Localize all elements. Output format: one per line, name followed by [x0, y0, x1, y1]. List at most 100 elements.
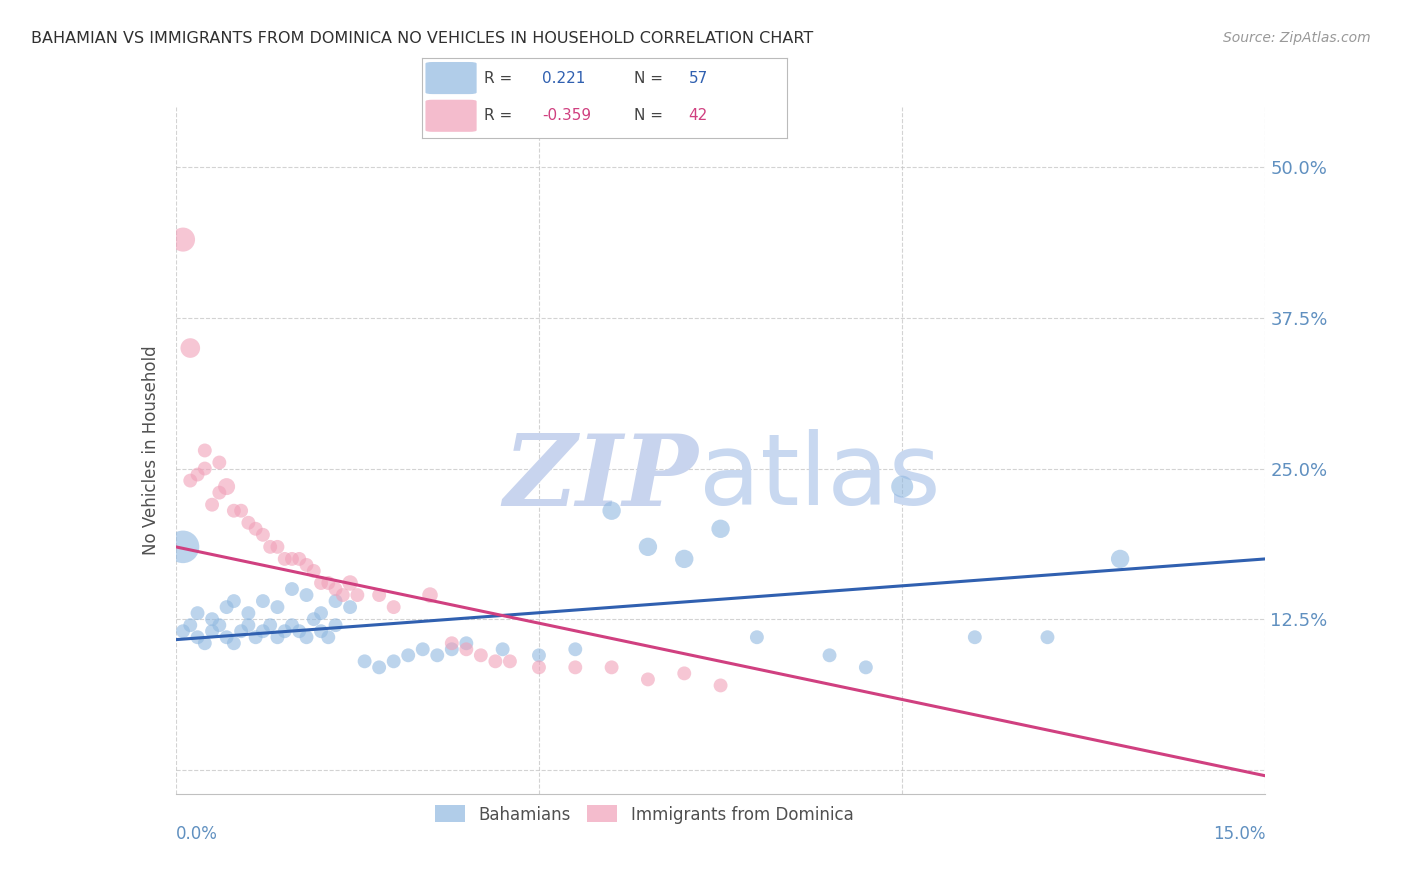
- Point: [194, 461, 217, 475]
- Point: [564, 642, 586, 657]
- Point: [281, 552, 304, 566]
- Point: [238, 516, 260, 530]
- Point: [309, 606, 332, 620]
- Point: [368, 660, 391, 674]
- Point: [325, 618, 347, 632]
- Point: [208, 456, 231, 470]
- Text: R =: R =: [484, 108, 517, 123]
- Point: [179, 618, 201, 632]
- Point: [346, 588, 368, 602]
- Text: BAHAMIAN VS IMMIGRANTS FROM DOMINICA NO VEHICLES IN HOUSEHOLD CORRELATION CHART: BAHAMIAN VS IMMIGRANTS FROM DOMINICA NO …: [31, 31, 813, 46]
- Point: [309, 624, 332, 639]
- Point: [186, 467, 209, 482]
- Point: [231, 624, 253, 639]
- Point: [302, 564, 325, 578]
- Text: 57: 57: [689, 70, 707, 86]
- Point: [353, 654, 375, 668]
- Point: [222, 504, 245, 518]
- FancyBboxPatch shape: [426, 62, 477, 95]
- Point: [963, 630, 986, 644]
- Point: [245, 522, 267, 536]
- Point: [179, 474, 201, 488]
- Point: [382, 600, 405, 615]
- Point: [215, 630, 238, 644]
- Point: [818, 648, 841, 663]
- Point: [302, 612, 325, 626]
- Point: [527, 660, 550, 674]
- Point: [245, 630, 267, 644]
- Point: [274, 552, 297, 566]
- Point: [215, 600, 238, 615]
- Point: [201, 612, 224, 626]
- Point: [339, 600, 361, 615]
- Point: [295, 588, 318, 602]
- Text: 42: 42: [689, 108, 707, 123]
- Point: [637, 540, 659, 554]
- Point: [201, 498, 224, 512]
- Point: [172, 624, 194, 639]
- Point: [745, 630, 768, 644]
- Point: [419, 588, 441, 602]
- Point: [325, 582, 347, 596]
- Text: R =: R =: [484, 70, 517, 86]
- Text: 15.0%: 15.0%: [1213, 825, 1265, 843]
- Point: [396, 648, 419, 663]
- Point: [564, 660, 586, 674]
- Point: [194, 443, 217, 458]
- Point: [1036, 630, 1059, 644]
- Point: [259, 618, 281, 632]
- Point: [855, 660, 877, 674]
- Point: [295, 630, 318, 644]
- Point: [637, 673, 659, 687]
- Legend: Bahamians, Immigrants from Dominica: Bahamians, Immigrants from Dominica: [429, 798, 860, 830]
- Point: [288, 624, 311, 639]
- Point: [891, 480, 914, 494]
- Point: [1109, 552, 1132, 566]
- Point: [309, 576, 332, 591]
- Point: [527, 648, 550, 663]
- Text: N =: N =: [634, 108, 668, 123]
- Point: [266, 540, 288, 554]
- Point: [266, 600, 288, 615]
- Point: [238, 606, 260, 620]
- Point: [492, 642, 515, 657]
- Point: [186, 630, 209, 644]
- Point: [470, 648, 492, 663]
- Point: [456, 636, 478, 650]
- Point: [325, 594, 347, 608]
- Point: [215, 480, 238, 494]
- Point: [186, 606, 209, 620]
- Point: [339, 576, 361, 591]
- Text: ZIP: ZIP: [503, 430, 699, 526]
- Point: [208, 485, 231, 500]
- Point: [274, 624, 297, 639]
- Point: [426, 648, 449, 663]
- Point: [172, 540, 194, 554]
- Point: [172, 233, 194, 247]
- Point: [710, 522, 733, 536]
- Y-axis label: No Vehicles in Household: No Vehicles in Household: [142, 345, 160, 556]
- Point: [201, 624, 224, 639]
- Point: [259, 540, 281, 554]
- Point: [208, 618, 231, 632]
- Text: Source: ZipAtlas.com: Source: ZipAtlas.com: [1223, 31, 1371, 45]
- Point: [222, 636, 245, 650]
- Text: 0.221: 0.221: [543, 70, 586, 86]
- Point: [412, 642, 434, 657]
- Point: [252, 594, 274, 608]
- Point: [288, 552, 311, 566]
- Point: [238, 618, 260, 632]
- Point: [456, 642, 478, 657]
- Point: [673, 552, 696, 566]
- Text: -0.359: -0.359: [543, 108, 592, 123]
- Point: [318, 576, 340, 591]
- Point: [222, 594, 245, 608]
- Point: [252, 528, 274, 542]
- Point: [368, 588, 391, 602]
- Point: [318, 630, 340, 644]
- Point: [484, 654, 506, 668]
- Point: [332, 588, 354, 602]
- Point: [179, 341, 201, 355]
- Point: [281, 618, 304, 632]
- Text: atlas: atlas: [699, 429, 941, 526]
